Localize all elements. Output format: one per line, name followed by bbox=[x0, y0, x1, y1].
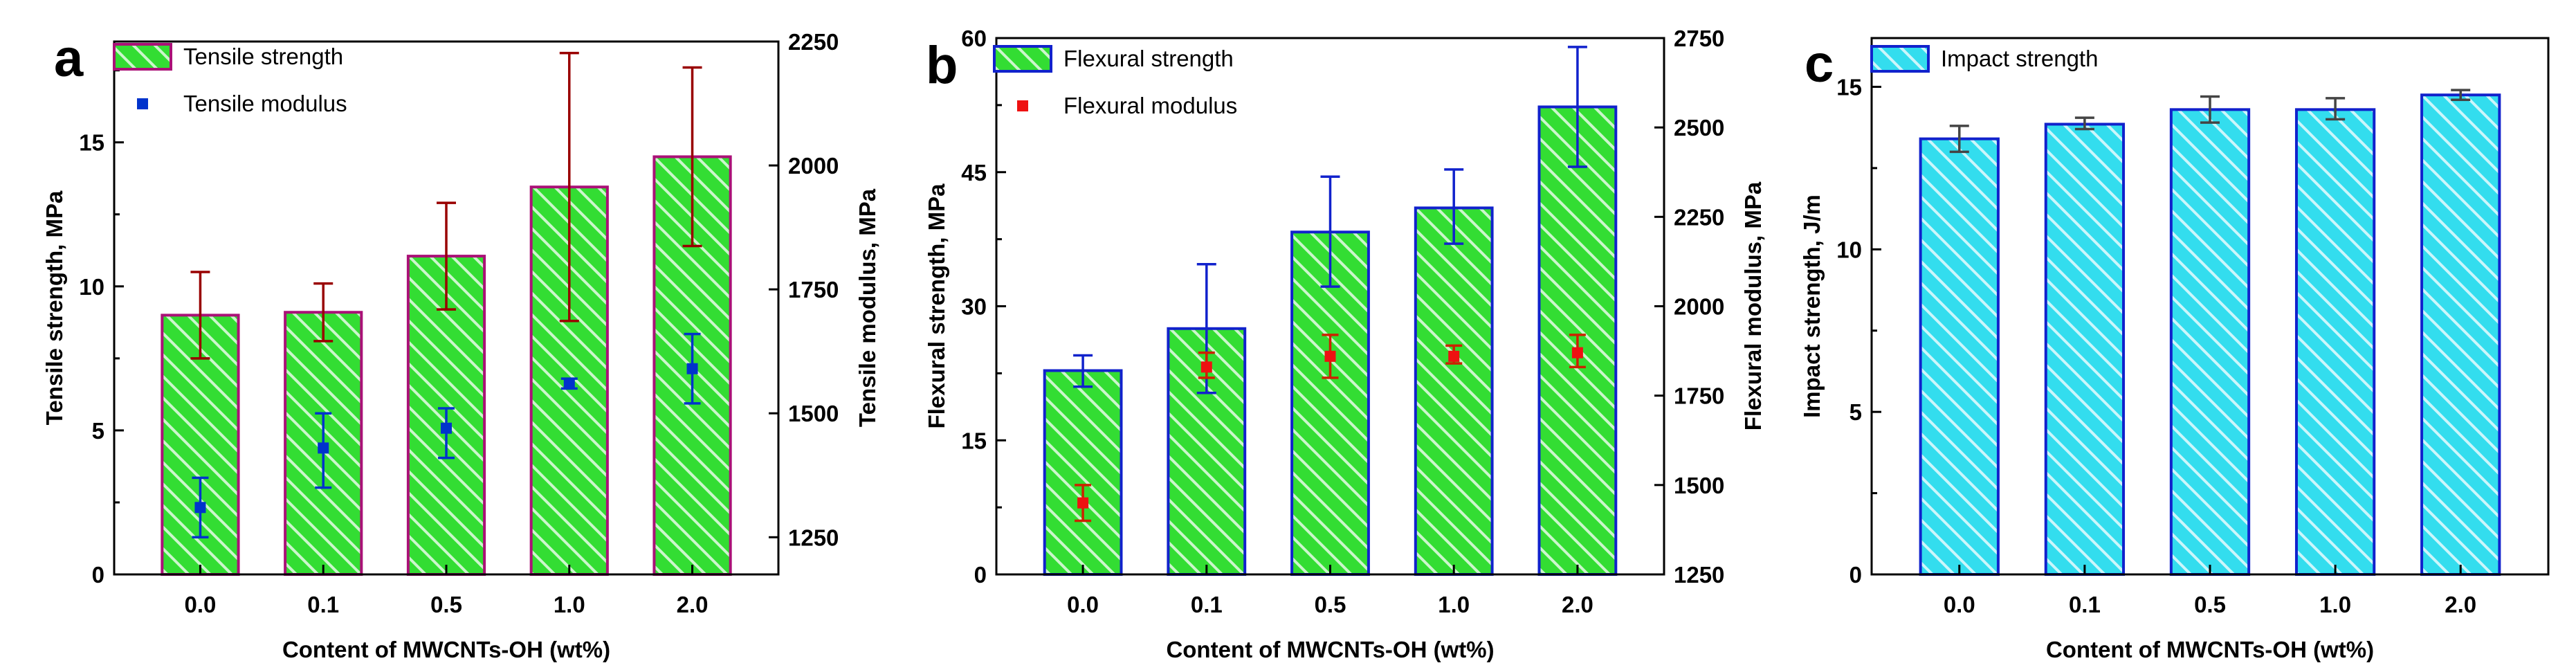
x-tick-label: 1.0 bbox=[1438, 592, 1470, 617]
panel-letter: b bbox=[926, 36, 958, 95]
y2-tick-label: 1750 bbox=[788, 277, 839, 302]
y-tick-label: 45 bbox=[961, 160, 987, 185]
x-tick-label: 0.1 bbox=[2069, 592, 2101, 617]
bar-hatch bbox=[1290, 230, 1370, 576]
y2-tick-label: 2250 bbox=[1674, 204, 1724, 230]
scatter-point bbox=[318, 442, 329, 454]
y2-tick-label: 2750 bbox=[1674, 26, 1724, 51]
y-tick-label: 15 bbox=[961, 428, 987, 453]
chart-panel-a: a 0 5 10 15 1250 1500 1750 2000 2250 Tensile modul… bbox=[42, 29, 880, 662]
bar-hatch bbox=[2294, 108, 2376, 576]
x-tick-label: 1.0 bbox=[2319, 592, 2351, 617]
scatter-point bbox=[563, 378, 575, 390]
bar-hatch bbox=[2169, 108, 2251, 576]
x-tick-label: 2.0 bbox=[677, 592, 709, 617]
y-tick-label: 15 bbox=[1836, 74, 1862, 100]
legend-label: Flexural strength bbox=[1063, 46, 1234, 71]
y-tick-label: 60 bbox=[961, 26, 987, 51]
legend-label: Impact strength bbox=[1941, 46, 2098, 71]
y2-tick-label: 1500 bbox=[1674, 473, 1724, 498]
x-tick-label: 0.5 bbox=[430, 592, 462, 617]
bar-hatch bbox=[1043, 369, 1123, 576]
legend-label: Tensile strength bbox=[183, 44, 343, 69]
legend-swatch-marker bbox=[137, 98, 148, 109]
y2-tick-label: 1750 bbox=[1674, 383, 1724, 409]
y-tick-label: 30 bbox=[961, 294, 987, 320]
bar-hatch bbox=[1919, 137, 2000, 576]
legend-swatch-hatch bbox=[993, 45, 1052, 73]
y2-tick-label: 1250 bbox=[1674, 562, 1724, 588]
y-tick-label: 0 bbox=[92, 562, 104, 588]
x-tick-label: 0.1 bbox=[307, 592, 339, 617]
scatter-point bbox=[441, 422, 452, 434]
y-axis-title: Flexural strength, MPa bbox=[924, 183, 949, 429]
scatter-point bbox=[1448, 350, 1460, 362]
x-tick-label: 2.0 bbox=[1562, 592, 1593, 617]
x-tick-label: 2.0 bbox=[2445, 592, 2476, 617]
y-axis-title: Tensile strength, MPa bbox=[42, 190, 67, 425]
scatter-point bbox=[1324, 350, 1336, 362]
x-tick-label: 1.0 bbox=[554, 592, 585, 617]
x-axis-title: Content of MWCNTs-OH (wt%) bbox=[2046, 637, 2374, 662]
x-axis-title: Content of MWCNTs-OH (wt%) bbox=[1166, 637, 1494, 662]
legend-swatch-marker bbox=[1017, 100, 1028, 111]
x-tick-label: 0.5 bbox=[1315, 592, 1346, 617]
chart-panel-b: b 0 15 30 45 60 1250 1500 1750 2000 2250 2500 2750 Fl… bbox=[924, 26, 1766, 662]
x-axis-title: Content of MWCNTs-OH (wt%) bbox=[282, 637, 610, 662]
x-tick-label: 0.5 bbox=[2194, 592, 2226, 617]
y2-tick-label: 1250 bbox=[788, 525, 839, 550]
y2-tick-label: 1500 bbox=[788, 401, 839, 426]
y-tick-label: 5 bbox=[1849, 399, 1862, 425]
y-tick-label: 0 bbox=[974, 562, 987, 588]
y-tick-label: 10 bbox=[79, 274, 104, 300]
y2-axis-title: Tensile modulus, MPa bbox=[855, 188, 880, 427]
x-tick-label: 0.1 bbox=[1191, 592, 1223, 617]
y-tick-label: 5 bbox=[92, 418, 104, 444]
y2-tick-label: 2000 bbox=[788, 153, 839, 179]
scatter-point bbox=[1571, 347, 1583, 358]
bar-hatch bbox=[1414, 206, 1494, 576]
scatter-point bbox=[686, 363, 698, 374]
x-tick-label: 0.0 bbox=[185, 592, 217, 617]
y-tick-label: 10 bbox=[1836, 237, 1862, 262]
legend-swatch-hatch bbox=[113, 43, 172, 71]
scatter-point bbox=[1200, 361, 1212, 373]
bar-hatch bbox=[2420, 93, 2501, 576]
panel-letter: a bbox=[54, 29, 84, 88]
chart-panel-c: c 0 5 10 15 0.0 0.1 0.5 1.0 2.0 Content of MWCNTs-… bbox=[1799, 35, 2550, 662]
bar-hatch bbox=[2044, 122, 2126, 576]
y2-tick-label: 2250 bbox=[788, 29, 839, 55]
legend-label: Flexural modulus bbox=[1063, 93, 1237, 118]
panel-letter: c bbox=[1805, 35, 1834, 93]
x-tick-label: 0.0 bbox=[1944, 592, 1975, 617]
legend-swatch-hatch bbox=[1870, 45, 1930, 73]
y-tick-label: 0 bbox=[1849, 562, 1862, 588]
y2-axis-title: Flexural modulus, MPa bbox=[1740, 181, 1766, 430]
y2-tick-label: 2500 bbox=[1674, 115, 1724, 140]
legend-label: Tensile modulus bbox=[183, 91, 347, 116]
scatter-point bbox=[1077, 497, 1089, 509]
y2-tick-label: 2000 bbox=[1674, 294, 1724, 320]
x-tick-label: 0.0 bbox=[1067, 592, 1099, 617]
y-axis-title: Impact strength, J/m bbox=[1799, 194, 1825, 418]
scatter-point bbox=[194, 502, 206, 514]
y-tick-label: 15 bbox=[79, 130, 104, 156]
